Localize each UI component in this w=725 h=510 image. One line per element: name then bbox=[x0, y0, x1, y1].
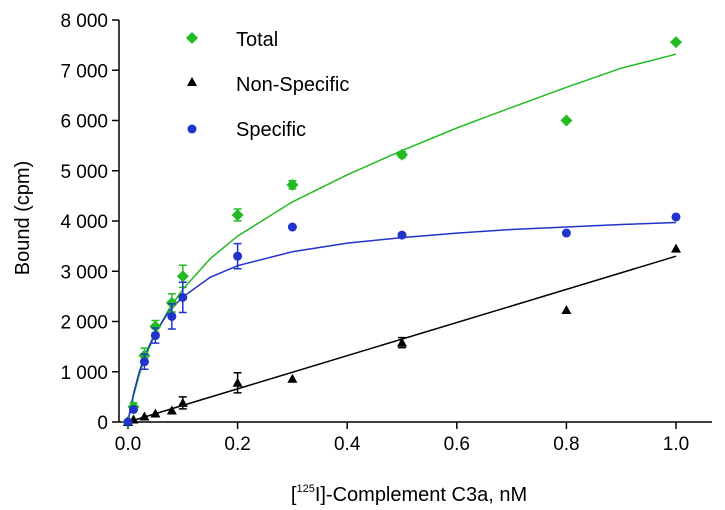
legend-marker-specific bbox=[187, 124, 197, 134]
data-point bbox=[561, 228, 571, 238]
data-point bbox=[397, 337, 407, 347]
y-tick-label: 1 000 bbox=[60, 363, 108, 384]
y-tick-label: 6 000 bbox=[60, 112, 108, 133]
data-point bbox=[139, 357, 149, 367]
data-point bbox=[167, 311, 177, 321]
x-tick-label: 0.2 bbox=[224, 434, 250, 455]
x-axis-title-prefix: [ bbox=[291, 484, 297, 506]
y-ticks: 0 1 000 2 000 3 000 4 000 5 000 6 000 7 000 8 00… bbox=[60, 11, 119, 434]
legend: Total Non-Specific Specific bbox=[186, 29, 349, 141]
x-tick-label: 0.0 bbox=[115, 434, 141, 455]
data-point bbox=[233, 251, 243, 261]
x-axis-title-superscript: 125 bbox=[296, 483, 314, 495]
y-axis-title: Bound (cpm) bbox=[12, 161, 34, 276]
legend-marker-non-specific bbox=[187, 77, 197, 86]
y-tick-label: 8 000 bbox=[60, 11, 108, 32]
data-point bbox=[178, 292, 188, 302]
data-point bbox=[561, 304, 572, 314]
data-point bbox=[670, 36, 682, 49]
data-point bbox=[177, 397, 188, 407]
data-point bbox=[232, 377, 243, 387]
data-point bbox=[166, 405, 177, 415]
x-tick-label: 0.4 bbox=[334, 434, 361, 455]
y-tick-label: 0 bbox=[97, 413, 108, 434]
data-point bbox=[128, 404, 138, 414]
data-point bbox=[671, 243, 681, 253]
data-markers bbox=[122, 36, 682, 428]
x-ticks: 0.0 0.2 0.4 0.6 0.8 1.0 bbox=[115, 422, 689, 455]
data-point bbox=[560, 114, 573, 127]
axes: 0.0 0.2 0.4 0.6 0.8 1.0 0 1 000 2 000 3 000 4 000… bbox=[60, 11, 712, 455]
series-non-specific bbox=[123, 243, 681, 426]
legend-entry-specific: Specific bbox=[187, 119, 306, 141]
legend-label-non-specific: Non-Specific bbox=[236, 74, 349, 96]
legend-entry-total: Total bbox=[186, 29, 278, 51]
data-point bbox=[165, 296, 178, 309]
data-point bbox=[396, 148, 408, 161]
legend-marker-total bbox=[186, 32, 198, 44]
x-tick-label: 0.8 bbox=[553, 434, 579, 455]
y-tick-label: 7 000 bbox=[60, 61, 108, 82]
x-tick-label: 1.0 bbox=[663, 434, 689, 455]
series-specific bbox=[123, 212, 681, 427]
data-point bbox=[123, 417, 133, 427]
legend-label-total: Total bbox=[236, 29, 278, 51]
data-point bbox=[287, 222, 297, 232]
data-point bbox=[150, 408, 161, 418]
y-tick-label: 3 000 bbox=[60, 262, 108, 283]
data-point bbox=[139, 411, 150, 421]
data-point bbox=[150, 331, 160, 341]
data-point bbox=[231, 208, 244, 221]
data-point bbox=[286, 178, 299, 191]
y-tick-label: 5 000 bbox=[60, 162, 108, 183]
data-point bbox=[149, 320, 162, 333]
x-axis-title: [125I]-Complement C3a, nM bbox=[291, 483, 527, 506]
data-point bbox=[397, 230, 407, 240]
fit-line-specific bbox=[127, 221, 677, 423]
legend-entry-non-specific: Non-Specific bbox=[187, 74, 349, 96]
data-point bbox=[287, 373, 298, 383]
data-point bbox=[671, 212, 681, 222]
data-point bbox=[176, 270, 189, 283]
y-tick-label: 4 000 bbox=[60, 212, 108, 233]
x-tick-label: 0.6 bbox=[444, 434, 470, 455]
y-tick-label: 2 000 bbox=[60, 313, 108, 334]
legend-label-specific: Specific bbox=[236, 119, 306, 141]
x-axis-title-suffix: I]-Complement C3a, nM bbox=[315, 484, 527, 506]
